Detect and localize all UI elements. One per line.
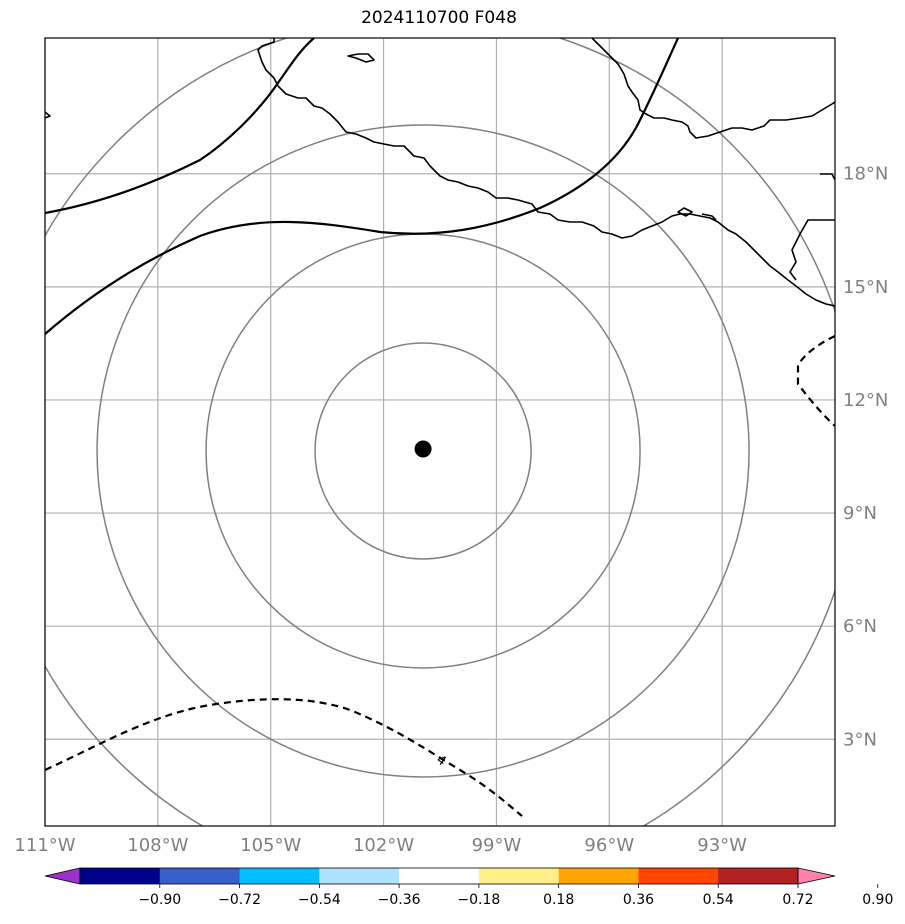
range-ring — [96, 124, 750, 778]
longitude-label: 102°W — [353, 835, 414, 856]
longitude-labels: 111°W 108°W 105°W 102°W 99°W 96°W 93°W — [14, 835, 747, 856]
colorbar-tick-label: 0.54 — [703, 892, 734, 908]
colorbar-segment — [319, 868, 400, 884]
colorbar-extend-low — [44, 867, 81, 885]
coastline — [45, 38, 835, 307]
dashed-contours — [45, 335, 835, 817]
latitude-label: 18°N — [843, 164, 888, 185]
colorbar-segment — [239, 868, 320, 884]
solid-contours — [45, 38, 680, 335]
colorbar-extend-high — [797, 867, 836, 885]
graticule — [44, 38, 835, 826]
colorbar-tick-label: −0.54 — [298, 892, 341, 908]
solid-contour-north — [45, 38, 315, 215]
colorbar-segment — [399, 868, 480, 884]
coastline-belize — [820, 173, 835, 181]
island-west — [45, 111, 51, 119]
latitude-label: 6°N — [843, 616, 877, 637]
colorbar-segment — [718, 868, 799, 884]
longitude-label: 105°W — [240, 835, 301, 856]
latitude-labels: 3°N 6°N 9°N 12°N 15°N 18°N — [843, 164, 888, 751]
longitude-label: 108°W — [127, 835, 188, 856]
colorbar-tick-label: −0.36 — [378, 892, 421, 908]
colorbar-tick-label: 0.18 — [543, 892, 574, 908]
colorbar-tick-label: −0.90 — [138, 892, 181, 908]
longitude-label: 96°W — [584, 835, 634, 856]
map-frame — [44, 37, 836, 827]
latitude-label: 12°N — [843, 390, 888, 411]
island-revillagigedo — [347, 53, 375, 63]
colorbar-tick-label: −0.72 — [218, 892, 261, 908]
colorbar-segment — [558, 868, 639, 884]
coastline-honduras — [789, 219, 835, 281]
storm-center-marker — [414, 440, 432, 458]
latitude-label: 3°N — [843, 729, 877, 750]
colorbar-tick-label: −0.18 — [457, 892, 500, 908]
latitude-label: 15°N — [843, 277, 888, 298]
coastline-mexico — [257, 38, 835, 307]
colorbar-tick-label: 0.36 — [623, 892, 654, 908]
colorbar-tick-label: 0.90 — [862, 892, 893, 908]
longitude-label: 111°W — [14, 835, 75, 856]
colorbar-segment — [638, 868, 719, 884]
colorbar-segment — [478, 868, 560, 884]
dashed-contour-east — [796, 335, 835, 427]
longitude-label: 99°W — [472, 835, 522, 856]
latitude-label: 9°N — [843, 503, 877, 524]
colorbar-segment — [159, 868, 241, 884]
colorbar-segment — [80, 868, 161, 884]
dashed-contour-south — [45, 698, 523, 817]
island-east-1 — [677, 207, 693, 217]
longitude-label: 93°W — [697, 835, 747, 856]
colorbar-frame — [79, 867, 799, 885]
contour-label: 4 — [433, 752, 448, 769]
solid-contour-middle — [45, 38, 680, 335]
range-ring — [314, 342, 532, 560]
map-title: 2024110700 F048 — [361, 8, 517, 28]
coastline-yucatan — [591, 38, 835, 139]
colorbar-tick-label: 0.72 — [782, 892, 813, 908]
island-east-2 — [701, 213, 717, 221]
colorbar: −0.90 −0.72 −0.54 −0.36 −0.18 0.18 0.36 0.54 0.7… — [44, 867, 893, 908]
